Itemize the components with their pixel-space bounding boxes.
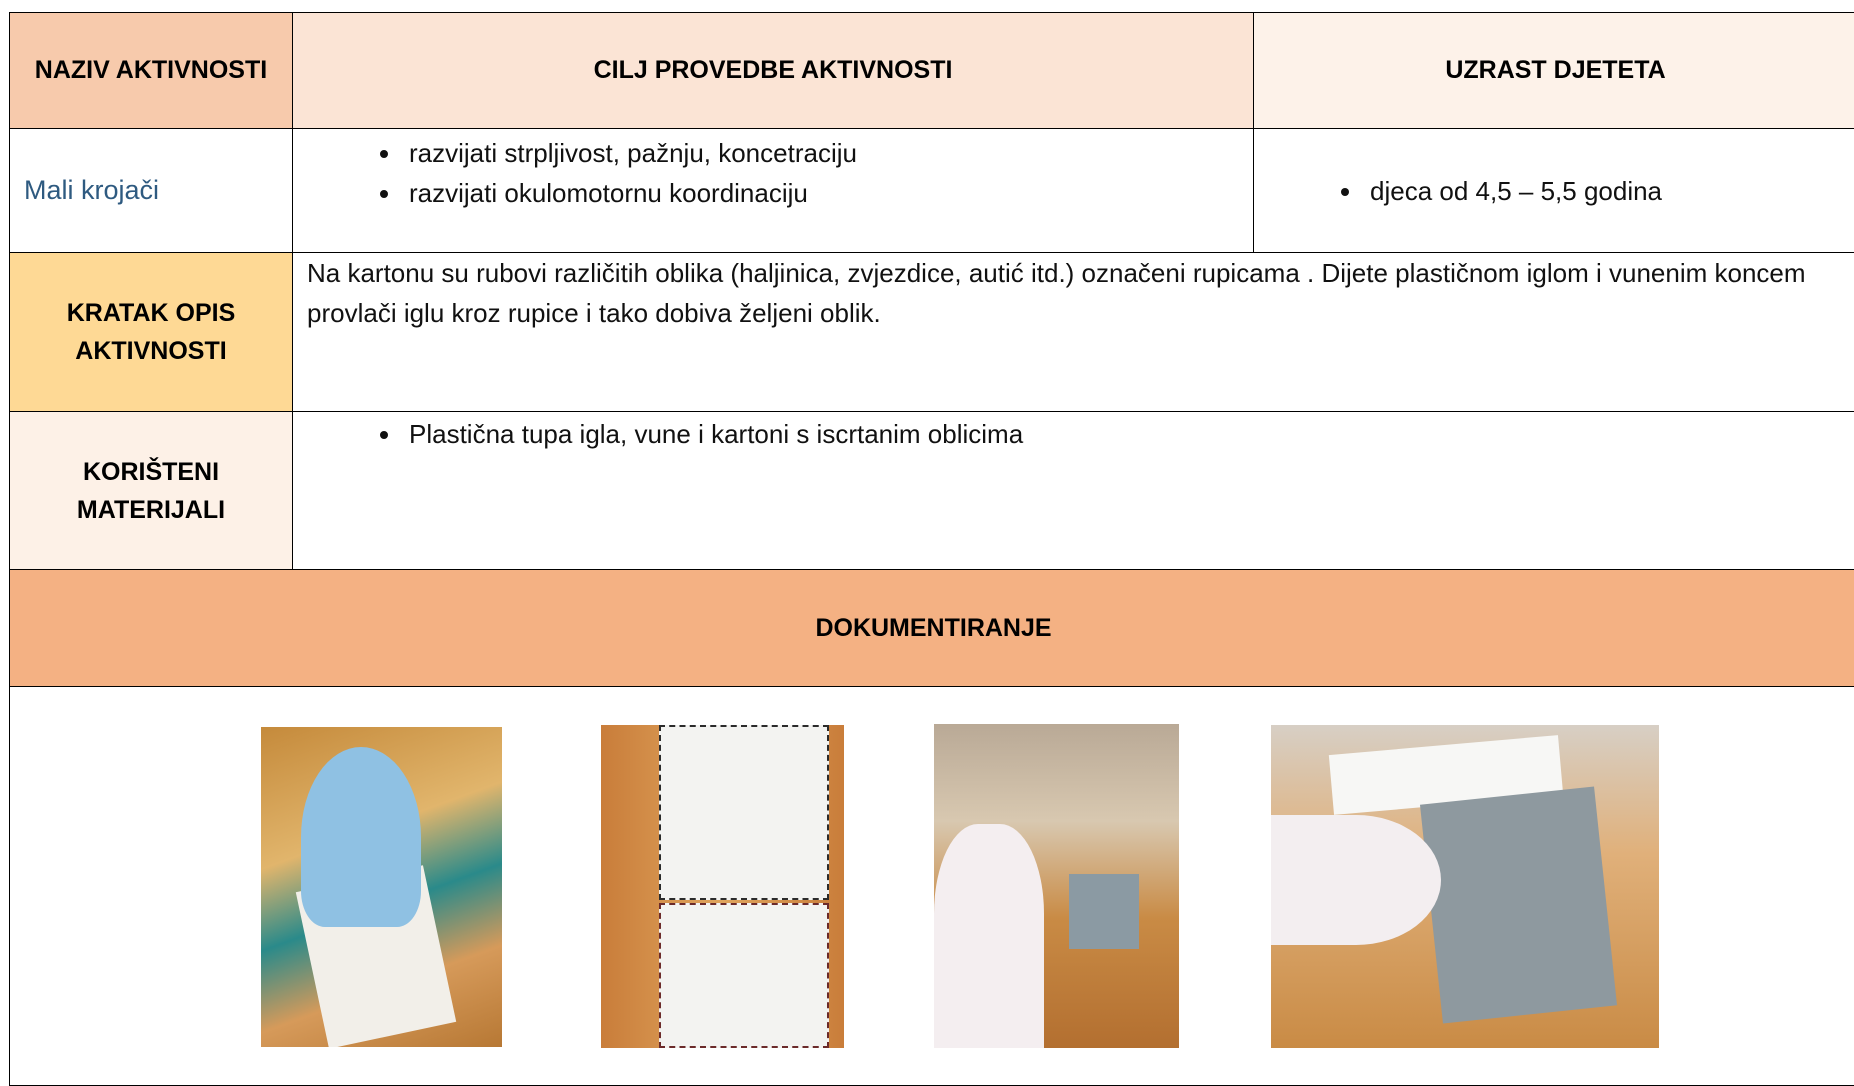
goal: razvijati strpljivost, pažnju, koncetrac… [403, 133, 1253, 173]
photo-sleeve [1271, 815, 1441, 945]
photo [261, 727, 502, 1047]
label-text: KORIŠTENI MATERIJALI [76, 457, 226, 524]
header-cell: NAZIV AKTIVNOSTI [9, 12, 293, 129]
section-title: DOKUMENTIRANJE [815, 613, 1052, 642]
description-cell: Na kartonu su rubovi različitih oblika (… [292, 252, 1854, 412]
age-cell: djeca od 4,5 – 5,5 godina [1253, 128, 1854, 253]
activity-cell: Mali krojači [9, 128, 293, 253]
photo-card [1069, 874, 1139, 949]
photo [1271, 725, 1659, 1048]
goal: razvijati okulomotornu koordinaciju [403, 173, 1253, 213]
photo-child [301, 747, 421, 927]
age-list: djeca od 4,5 – 5,5 godina [1254, 171, 1854, 211]
photo-card [1419, 786, 1618, 1024]
header-text: NAZIV AKTIVNOSTI [34, 56, 268, 84]
photo-child [934, 824, 1044, 1048]
label-cell: KRATAK OPIS AKTIVNOSTI [9, 252, 293, 412]
age: djeca od 4,5 – 5,5 godina [1364, 171, 1854, 211]
photo-card [659, 725, 829, 900]
section-header: DOKUMENTIRANJE [9, 569, 1854, 687]
material: Plastična tupa igla, vune i kartoni s is… [403, 414, 1854, 454]
label-text: KRATAK OPIS AKTIVNOSTI [66, 299, 236, 365]
photo [934, 724, 1179, 1048]
goals-cell: razvijati strpljivost, pažnju, koncetrac… [292, 128, 1254, 253]
header-text: CILJ PROVEDBE AKTIVNOSTI [593, 56, 953, 84]
photo-card [659, 903, 829, 1048]
photo [601, 725, 844, 1048]
header-cell: CILJ PROVEDBE AKTIVNOSTI [292, 12, 1254, 129]
description: Na kartonu su rubovi različitih oblika (… [307, 258, 1806, 328]
header-text: UZRAST DJETETA [1445, 56, 1666, 84]
materials-list: Plastična tupa igla, vune i kartoni s is… [293, 414, 1854, 454]
header-cell: UZRAST DJETETA [1253, 12, 1854, 129]
activity-name: Mali krojači [24, 175, 160, 205]
materials-cell: Plastična tupa igla, vune i kartoni s is… [292, 411, 1854, 570]
goals-list: razvijati strpljivost, pažnju, koncetrac… [293, 133, 1253, 213]
label-cell: KORIŠTENI MATERIJALI [9, 411, 293, 570]
